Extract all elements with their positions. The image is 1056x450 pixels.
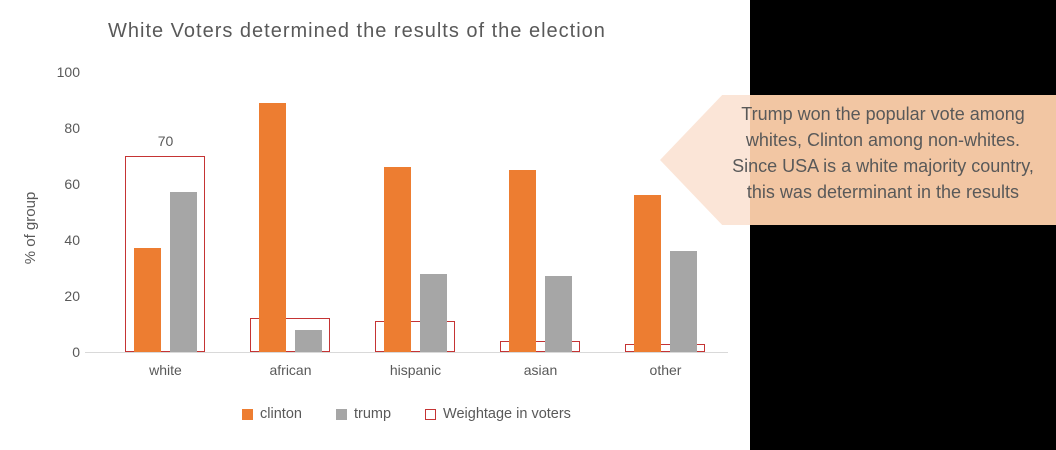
weightage-outline-bar [500, 340, 580, 352]
y-tick-label: 100 [56, 64, 80, 80]
legend-swatch-icon [335, 408, 347, 420]
weightage-outline-bar [250, 318, 330, 352]
bar-group-hispanic [353, 72, 478, 352]
callout-text: Trump won the popular vote among whites,… [718, 101, 1048, 205]
clinton-bar [634, 195, 661, 352]
clinton-bar [259, 102, 286, 352]
legend-label: clinton [260, 406, 302, 422]
callout-line: this was determinant in the results [746, 182, 1020, 202]
clinton-bar [384, 167, 411, 352]
bar-group-white: 70 [103, 72, 228, 352]
y-tick-label: 0 [72, 344, 80, 360]
x-axis-category-labels: white african hispanic asian other [85, 362, 728, 378]
category-label-african: african [269, 362, 312, 378]
weightage-outline-bar [375, 321, 455, 352]
category-label-white: white [149, 362, 182, 378]
bar-group-asian [478, 72, 603, 352]
category-label-asian: asian [523, 362, 558, 378]
annotation-callout-arrow: Trump won the popular vote among whites,… [660, 95, 1056, 225]
trump-bar [670, 251, 697, 352]
trump-bar [295, 329, 322, 352]
y-tick-label: 20 [64, 288, 80, 304]
bar-chart: White Voters determined the results of t… [22, 20, 728, 422]
y-tick-label: 40 [64, 232, 80, 248]
trump-bar [170, 192, 197, 352]
callout-line: Trump won the popular vote among [741, 104, 1025, 124]
data-label: 70 [157, 133, 174, 149]
weightage-outline-bar [625, 343, 705, 352]
chart-title: White Voters determined the results of t… [108, 20, 606, 42]
weightage-outline-bar [125, 156, 205, 352]
legend-label: Weightage in voters [443, 406, 571, 422]
callout-line: whites, Clinton among non-whites. [745, 130, 1021, 150]
legend-swatch-icon [242, 408, 254, 420]
right-black-panel [750, 0, 1056, 450]
bar-group-african [228, 72, 353, 352]
chart-legend: clinton trump Weightage in voters [85, 406, 728, 422]
legend-item-weightage-in-voters: Weightage in voters [425, 406, 571, 422]
category-label-other: other [649, 362, 682, 378]
category-label-hispanic: hispanic [389, 362, 442, 378]
bar-group-other [603, 72, 728, 352]
legend-swatch-icon [425, 408, 437, 420]
legend-item-trump: trump [335, 406, 392, 422]
clinton-bar [134, 248, 161, 352]
y-tick-label: 60 [64, 176, 80, 192]
trump-bar [420, 273, 447, 352]
legend-item-clinton: clinton [242, 406, 302, 422]
plot-area: 70 [85, 72, 728, 353]
legend-label: trump [353, 406, 392, 422]
clinton-bar [509, 170, 536, 352]
callout-line: Since USA is a white majority country, [732, 156, 1034, 176]
trump-bar [545, 276, 572, 352]
y-tick-label: 80 [64, 120, 80, 136]
